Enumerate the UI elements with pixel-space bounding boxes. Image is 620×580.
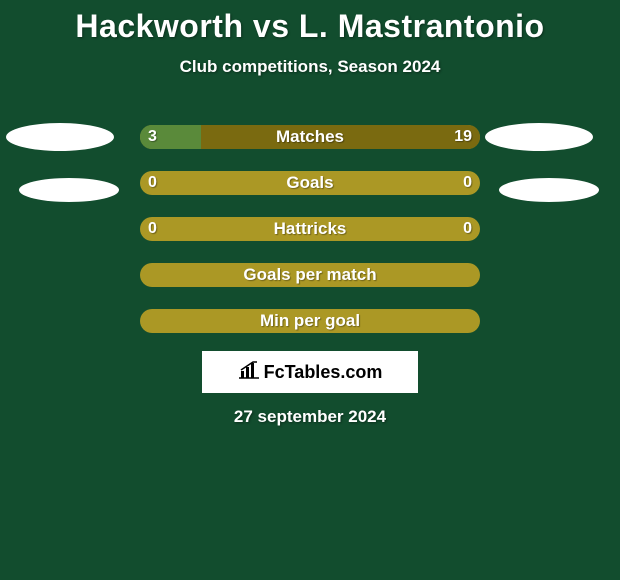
stat-bars: 3 19 Matches 0 0 Goals 0 0 Hattricks [0, 113, 620, 343]
stat-row-goals: 0 0 Goals [0, 159, 620, 205]
brand-box[interactable]: FcTables.com [202, 351, 418, 393]
bar-track [140, 217, 480, 241]
page-title: Hackworth vs L. Mastrantonio [0, 0, 620, 45]
brand-label: FcTables.com [238, 361, 383, 384]
stat-row-min-per-goal: Min per goal [0, 297, 620, 343]
bar-chart-icon [238, 361, 260, 384]
page-subtitle: Club competitions, Season 2024 [0, 57, 620, 77]
bar-track [140, 171, 480, 195]
bar-value-left: 3 [148, 125, 157, 149]
bar-track [140, 263, 480, 287]
stat-row-goals-per-match: Goals per match [0, 251, 620, 297]
bar-value-right: 0 [463, 217, 472, 241]
comparison-card: Hackworth vs L. Mastrantonio Club compet… [0, 0, 620, 580]
brand-text: FcTables.com [264, 362, 383, 383]
stat-row-hattricks: 0 0 Hattricks [0, 205, 620, 251]
bar-value-right: 0 [463, 171, 472, 195]
bar-track [140, 125, 480, 149]
bar-value-left: 0 [148, 171, 157, 195]
stat-row-matches: 3 19 Matches [0, 113, 620, 159]
bar-track [140, 309, 480, 333]
bar-value-right: 19 [454, 125, 472, 149]
date-line: 27 september 2024 [0, 407, 620, 427]
bar-value-left: 0 [148, 217, 157, 241]
bar-right-fill [201, 125, 480, 149]
